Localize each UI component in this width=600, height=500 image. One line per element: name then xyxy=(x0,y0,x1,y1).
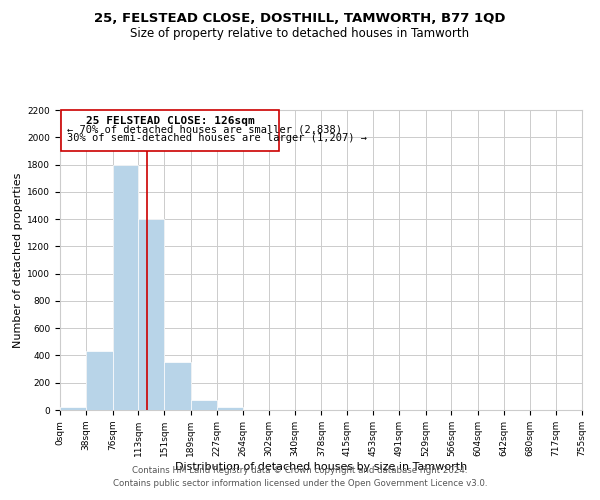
Bar xyxy=(138,219,164,410)
Bar xyxy=(86,352,113,410)
Text: 30% of semi-detached houses are larger (1,207) →: 30% of semi-detached houses are larger (… xyxy=(67,133,367,143)
Bar xyxy=(217,406,242,410)
Bar xyxy=(164,362,191,410)
Bar xyxy=(191,400,217,410)
X-axis label: Distribution of detached houses by size in Tamworth: Distribution of detached houses by size … xyxy=(175,462,467,471)
Text: ← 70% of detached houses are smaller (2,838): ← 70% of detached houses are smaller (2,… xyxy=(67,124,342,134)
Text: 25, FELSTEAD CLOSE, DOSTHILL, TAMWORTH, B77 1QD: 25, FELSTEAD CLOSE, DOSTHILL, TAMWORTH, … xyxy=(94,12,506,26)
Bar xyxy=(61,110,279,151)
Text: Contains HM Land Registry data © Crown copyright and database right 2024.
Contai: Contains HM Land Registry data © Crown c… xyxy=(113,466,487,487)
Y-axis label: Number of detached properties: Number of detached properties xyxy=(13,172,23,348)
Bar xyxy=(60,408,86,410)
Text: Size of property relative to detached houses in Tamworth: Size of property relative to detached ho… xyxy=(130,28,470,40)
Text: 25 FELSTEAD CLOSE: 126sqm: 25 FELSTEAD CLOSE: 126sqm xyxy=(86,116,254,126)
Bar xyxy=(113,164,138,410)
